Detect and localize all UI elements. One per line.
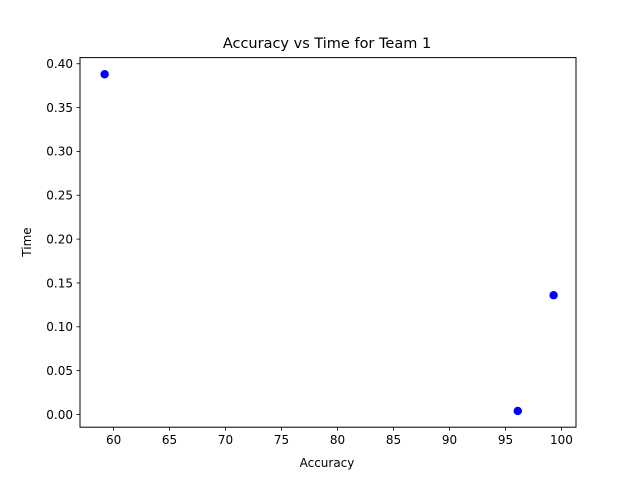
y-axis-label: Time bbox=[20, 227, 34, 257]
y-tick-label: 0.00 bbox=[46, 408, 73, 422]
x-tick-label: 100 bbox=[550, 433, 573, 447]
chart-title: Accuracy vs Time for Team 1 bbox=[223, 36, 431, 52]
data-point bbox=[549, 291, 558, 300]
y-tick-label: 0.35 bbox=[46, 101, 73, 115]
x-tick-label: 75 bbox=[274, 433, 289, 447]
x-tick-label: 85 bbox=[386, 433, 401, 447]
x-axis-label: Accuracy bbox=[300, 456, 355, 470]
x-tick-label: 90 bbox=[442, 433, 457, 447]
data-point bbox=[513, 406, 522, 416]
y-tick-label: 0.20 bbox=[46, 232, 73, 246]
x-tick-label: 60 bbox=[106, 433, 121, 447]
y-tick-label: 0.15 bbox=[46, 276, 73, 290]
plot-frame bbox=[79, 57, 577, 428]
x-tick-label: 95 bbox=[498, 433, 513, 447]
x-tick-label: 70 bbox=[218, 433, 233, 447]
x-tick-label: 80 bbox=[330, 433, 345, 447]
y-tick-label: 0.05 bbox=[46, 364, 73, 378]
y-tick-label: 0.25 bbox=[46, 189, 73, 203]
y-tick-label: 0.10 bbox=[46, 320, 73, 334]
x-tick-label: 65 bbox=[162, 433, 177, 447]
data-point bbox=[100, 70, 109, 79]
y-tick-label: 0.30 bbox=[46, 145, 73, 159]
y-tick-label: 0.40 bbox=[46, 57, 73, 71]
